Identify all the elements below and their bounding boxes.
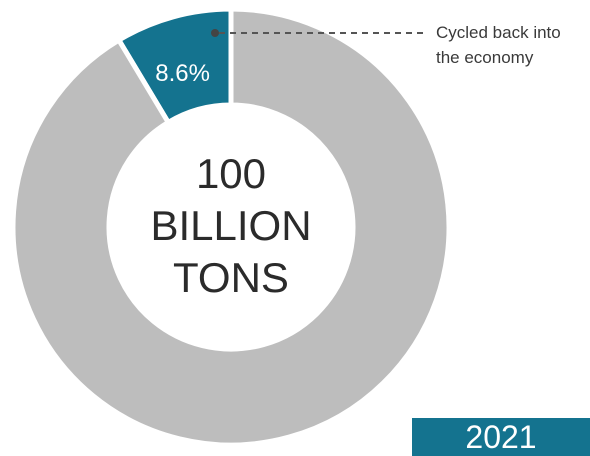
annotation-line: Cycled back into bbox=[436, 23, 561, 42]
center-total-label: 100 BILLION TONS bbox=[131, 148, 331, 304]
leader-dot bbox=[211, 29, 219, 37]
donut-slices bbox=[10, 6, 452, 448]
center-total-line: TONS bbox=[173, 254, 289, 301]
slice-annotation: Cycled back into the economy bbox=[436, 20, 586, 70]
slice-labels: 8.6% bbox=[155, 60, 210, 87]
annotation-leader bbox=[211, 29, 426, 37]
center-total-line: 100 bbox=[195, 150, 267, 197]
center-total-line: BILLION bbox=[150, 202, 312, 249]
slice-value-label: 8.6% bbox=[155, 60, 210, 87]
annotation-line: the economy bbox=[436, 48, 534, 67]
year-badge: 2021 bbox=[412, 418, 590, 456]
slice-remainder bbox=[10, 6, 452, 448]
